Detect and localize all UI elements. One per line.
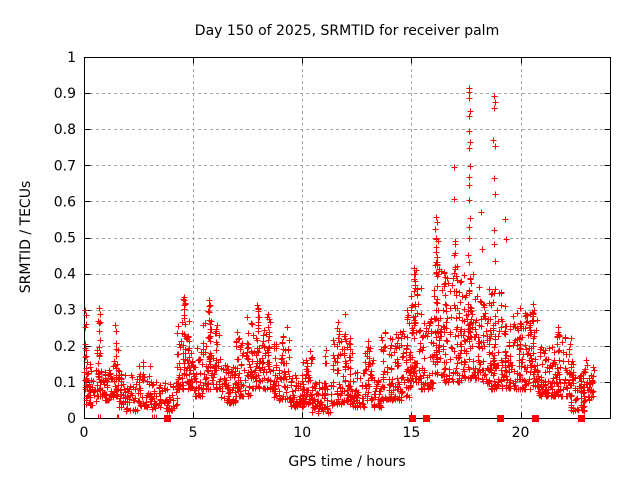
x-tick-label-5: 5	[189, 425, 198, 441]
y-tick-label-0.6: 0.6	[54, 194, 76, 210]
x-tick-label-20: 20	[512, 425, 530, 441]
y-tick-label-0.1: 0.1	[54, 375, 76, 391]
zero-event-square	[423, 415, 430, 422]
chart-title: Day 150 of 2025, SRMTID for receiver pal…	[195, 23, 499, 39]
scatter-points	[81, 85, 598, 419]
y-axis-label: SRMTID / TECUs	[18, 181, 34, 294]
zero-event-square	[409, 415, 416, 422]
data-points-layer	[81, 85, 598, 422]
y-tick-label-0.9: 0.9	[54, 86, 76, 102]
x-axis-label: GPS time / hours	[288, 454, 405, 470]
y-tick-label-0.5: 0.5	[54, 231, 76, 247]
zero-event-square	[164, 415, 171, 422]
y-tick-label-0.3: 0.3	[54, 303, 76, 319]
x-tick-label-0: 0	[80, 425, 89, 441]
gridlines	[84, 57, 610, 418]
y-tick-label-0: 0	[67, 411, 76, 427]
x-tick-label-10: 10	[293, 425, 311, 441]
tick-labels: 00.10.20.30.40.50.60.70.80.910 5 10 15 20	[54, 50, 530, 441]
zero-event-square	[497, 415, 504, 422]
y-tick-label-0.4: 0.4	[54, 267, 76, 283]
y-tick-label-0.8: 0.8	[54, 122, 76, 138]
y-tick-label-0.7: 0.7	[54, 158, 76, 174]
zero-event-square	[532, 415, 539, 422]
x-tick-label-15: 15	[402, 425, 420, 441]
y-tick-label-1: 1	[67, 50, 76, 66]
y-tick-label-0.2: 0.2	[54, 339, 76, 355]
zero-event-square	[578, 415, 585, 422]
